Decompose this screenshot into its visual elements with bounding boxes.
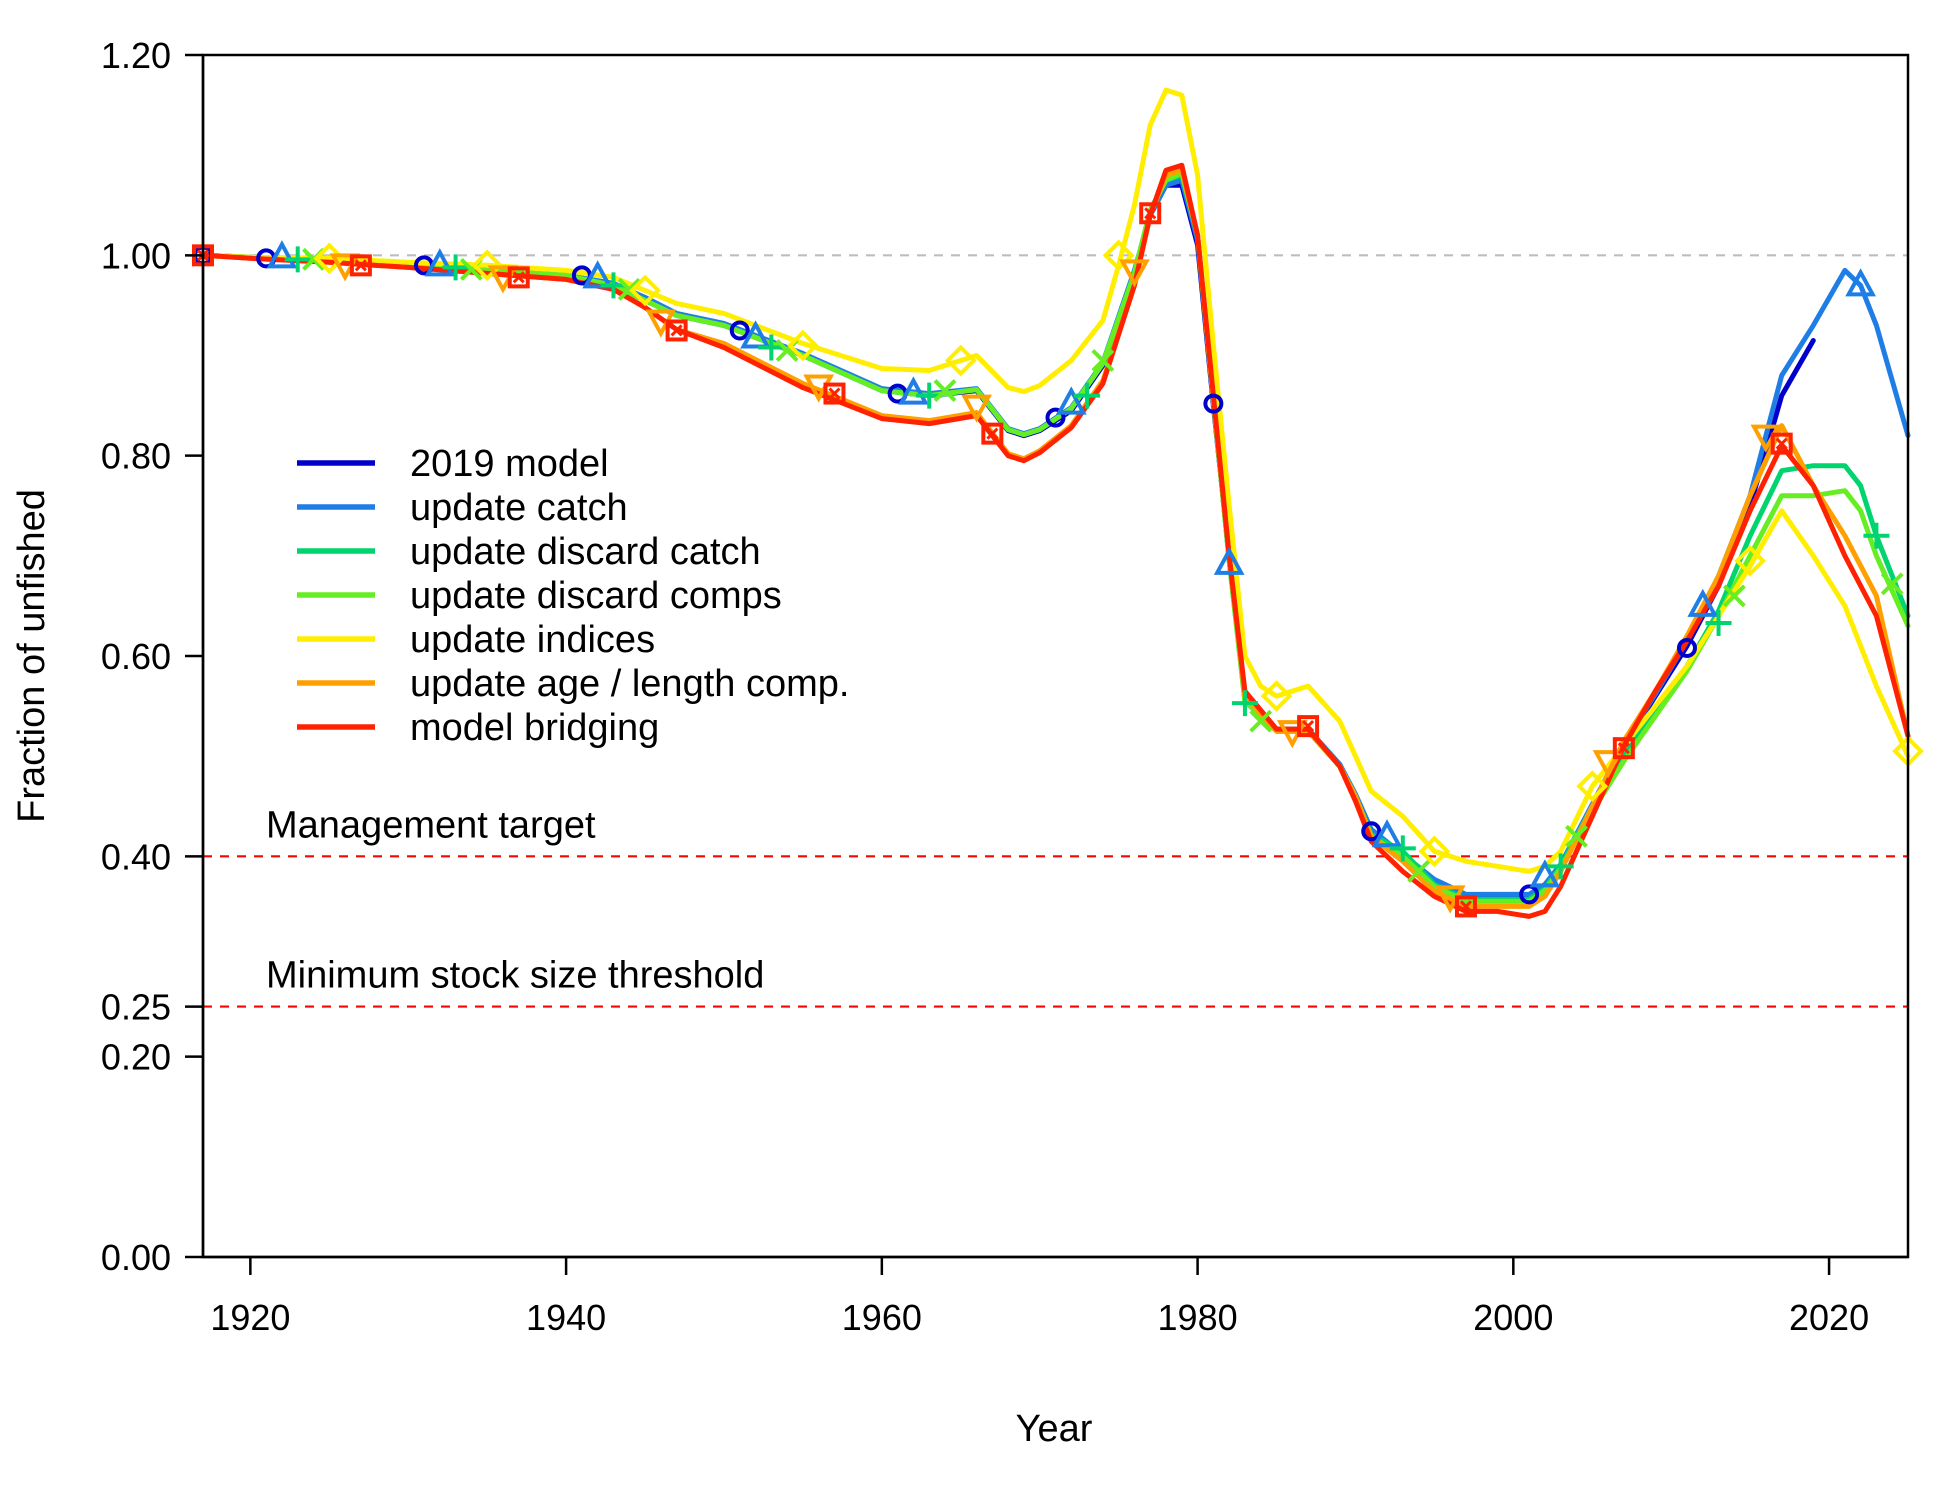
marker-x xyxy=(1565,824,1588,848)
series-markers xyxy=(192,202,1924,918)
y-axis-label: Fraction of unfished xyxy=(11,489,53,823)
marker-square-cross xyxy=(828,387,841,400)
marker-diamond xyxy=(1734,545,1766,577)
marker-triangle-down xyxy=(1119,259,1150,288)
marker-triangle xyxy=(898,376,929,405)
x-tick-label: 1980 xyxy=(1158,1297,1238,1338)
x-axis-label: Year xyxy=(1016,1408,1093,1450)
marker-triangle xyxy=(1213,546,1245,575)
marker-square xyxy=(507,266,530,289)
y-tick-label: 0.20 xyxy=(101,1037,171,1078)
marker-square xyxy=(1454,895,1477,918)
marker-square xyxy=(349,254,372,277)
marker-square-cross xyxy=(1617,742,1630,755)
legend-label: update discard comps xyxy=(410,575,782,617)
marker-plus xyxy=(1863,522,1890,549)
marker-plus xyxy=(442,254,469,281)
marker-plus xyxy=(1547,853,1574,880)
marker-circle xyxy=(1045,407,1066,428)
legend-label: model bridging xyxy=(410,707,659,749)
x-tick-label: 1960 xyxy=(842,1297,922,1338)
marker-x xyxy=(1091,349,1115,372)
marker-circle xyxy=(1203,393,1224,414)
marker-x xyxy=(1249,709,1273,733)
marker-triangle xyxy=(740,320,771,349)
marker-square xyxy=(981,422,1004,445)
marker-circle xyxy=(1676,637,1697,658)
marker-square xyxy=(1139,202,1162,225)
marker-triangle xyxy=(582,260,614,289)
y-tick-label: 0.40 xyxy=(101,836,171,877)
legend-label: update age / length comp. xyxy=(410,663,849,705)
marker-triangle xyxy=(1529,859,1561,888)
marker-square xyxy=(1612,737,1635,760)
marker-square xyxy=(665,319,688,342)
marker-diamond xyxy=(471,249,503,282)
marker-triangle xyxy=(1845,268,1877,297)
marker-x xyxy=(1722,584,1746,608)
marker-triangle xyxy=(1687,588,1719,617)
legend-label: update catch xyxy=(410,487,628,529)
marker-square-cross xyxy=(986,427,999,440)
marker-diamond xyxy=(629,274,661,307)
y-tick-label: 0.60 xyxy=(101,636,171,677)
marker-plus xyxy=(284,246,311,273)
reference-lines xyxy=(203,254,1908,1008)
marker-triangle xyxy=(424,248,456,277)
marker-triangle xyxy=(1055,386,1087,415)
x-tick-label: 1940 xyxy=(526,1297,606,1338)
legend-label: update indices xyxy=(410,619,655,661)
marker-diamond xyxy=(944,344,977,377)
legend-label: 2019 model xyxy=(410,443,609,485)
reference-line-label: Management target xyxy=(266,804,596,846)
reference-labels: Management target Minimum stock size thre… xyxy=(266,804,764,996)
marker-circle xyxy=(1361,821,1382,842)
x-tick-label: 1920 xyxy=(210,1297,290,1338)
marker-square xyxy=(823,382,846,405)
x-axis: 1920 1940 1960 1980 2000 2020 xyxy=(203,1255,1908,1338)
marker-triangle-down xyxy=(1592,750,1624,779)
marker-triangle xyxy=(266,240,298,269)
marker-x xyxy=(1880,572,1904,596)
y-axis: 0.00 0.20 0.25 0.40 0.60 0.80 1.00 1.20 xyxy=(101,35,205,1278)
marker-square-cross xyxy=(1775,437,1788,450)
marker-plus xyxy=(1705,609,1732,636)
marker-square-cross xyxy=(1302,720,1315,733)
y-tick-label: 0.80 xyxy=(101,436,171,477)
marker-square-cross xyxy=(512,271,525,284)
marker-diamond xyxy=(1418,835,1451,868)
marker-square xyxy=(1297,715,1320,738)
marker-square-cross xyxy=(1459,900,1473,913)
marker-square xyxy=(1770,432,1793,455)
marker-triangle-down xyxy=(961,394,992,423)
legend-label: update discard catch xyxy=(410,531,761,573)
y-tick-label: 1.20 xyxy=(101,35,171,76)
marker-diamond xyxy=(1102,239,1135,272)
marker-plus xyxy=(600,272,627,299)
marker-x xyxy=(933,379,957,402)
marker-x xyxy=(1407,859,1431,883)
marker-plus xyxy=(1074,382,1101,409)
marker-circle xyxy=(1519,884,1540,905)
marker-triangle xyxy=(1371,819,1403,848)
reference-line-label: Minimum stock size threshold xyxy=(266,955,764,997)
y-tick-label: 0.00 xyxy=(101,1237,171,1278)
x-tick-label: 2020 xyxy=(1789,1297,1869,1338)
marker-plus xyxy=(1389,835,1416,862)
marker-circle xyxy=(729,320,750,341)
marker-diamond xyxy=(1576,770,1609,803)
marker-plus xyxy=(758,334,785,361)
marker-plus xyxy=(1231,690,1258,717)
marker-square-cross xyxy=(354,259,367,272)
marker-diamond xyxy=(1260,680,1293,712)
x-tick-label: 2000 xyxy=(1473,1297,1553,1338)
marker-square-cross xyxy=(1144,207,1157,220)
y-tick-label: 0.25 xyxy=(101,987,171,1028)
marker-square-cross xyxy=(670,324,683,337)
marker-diamond xyxy=(787,329,819,362)
y-tick-label: 1.00 xyxy=(101,235,171,276)
